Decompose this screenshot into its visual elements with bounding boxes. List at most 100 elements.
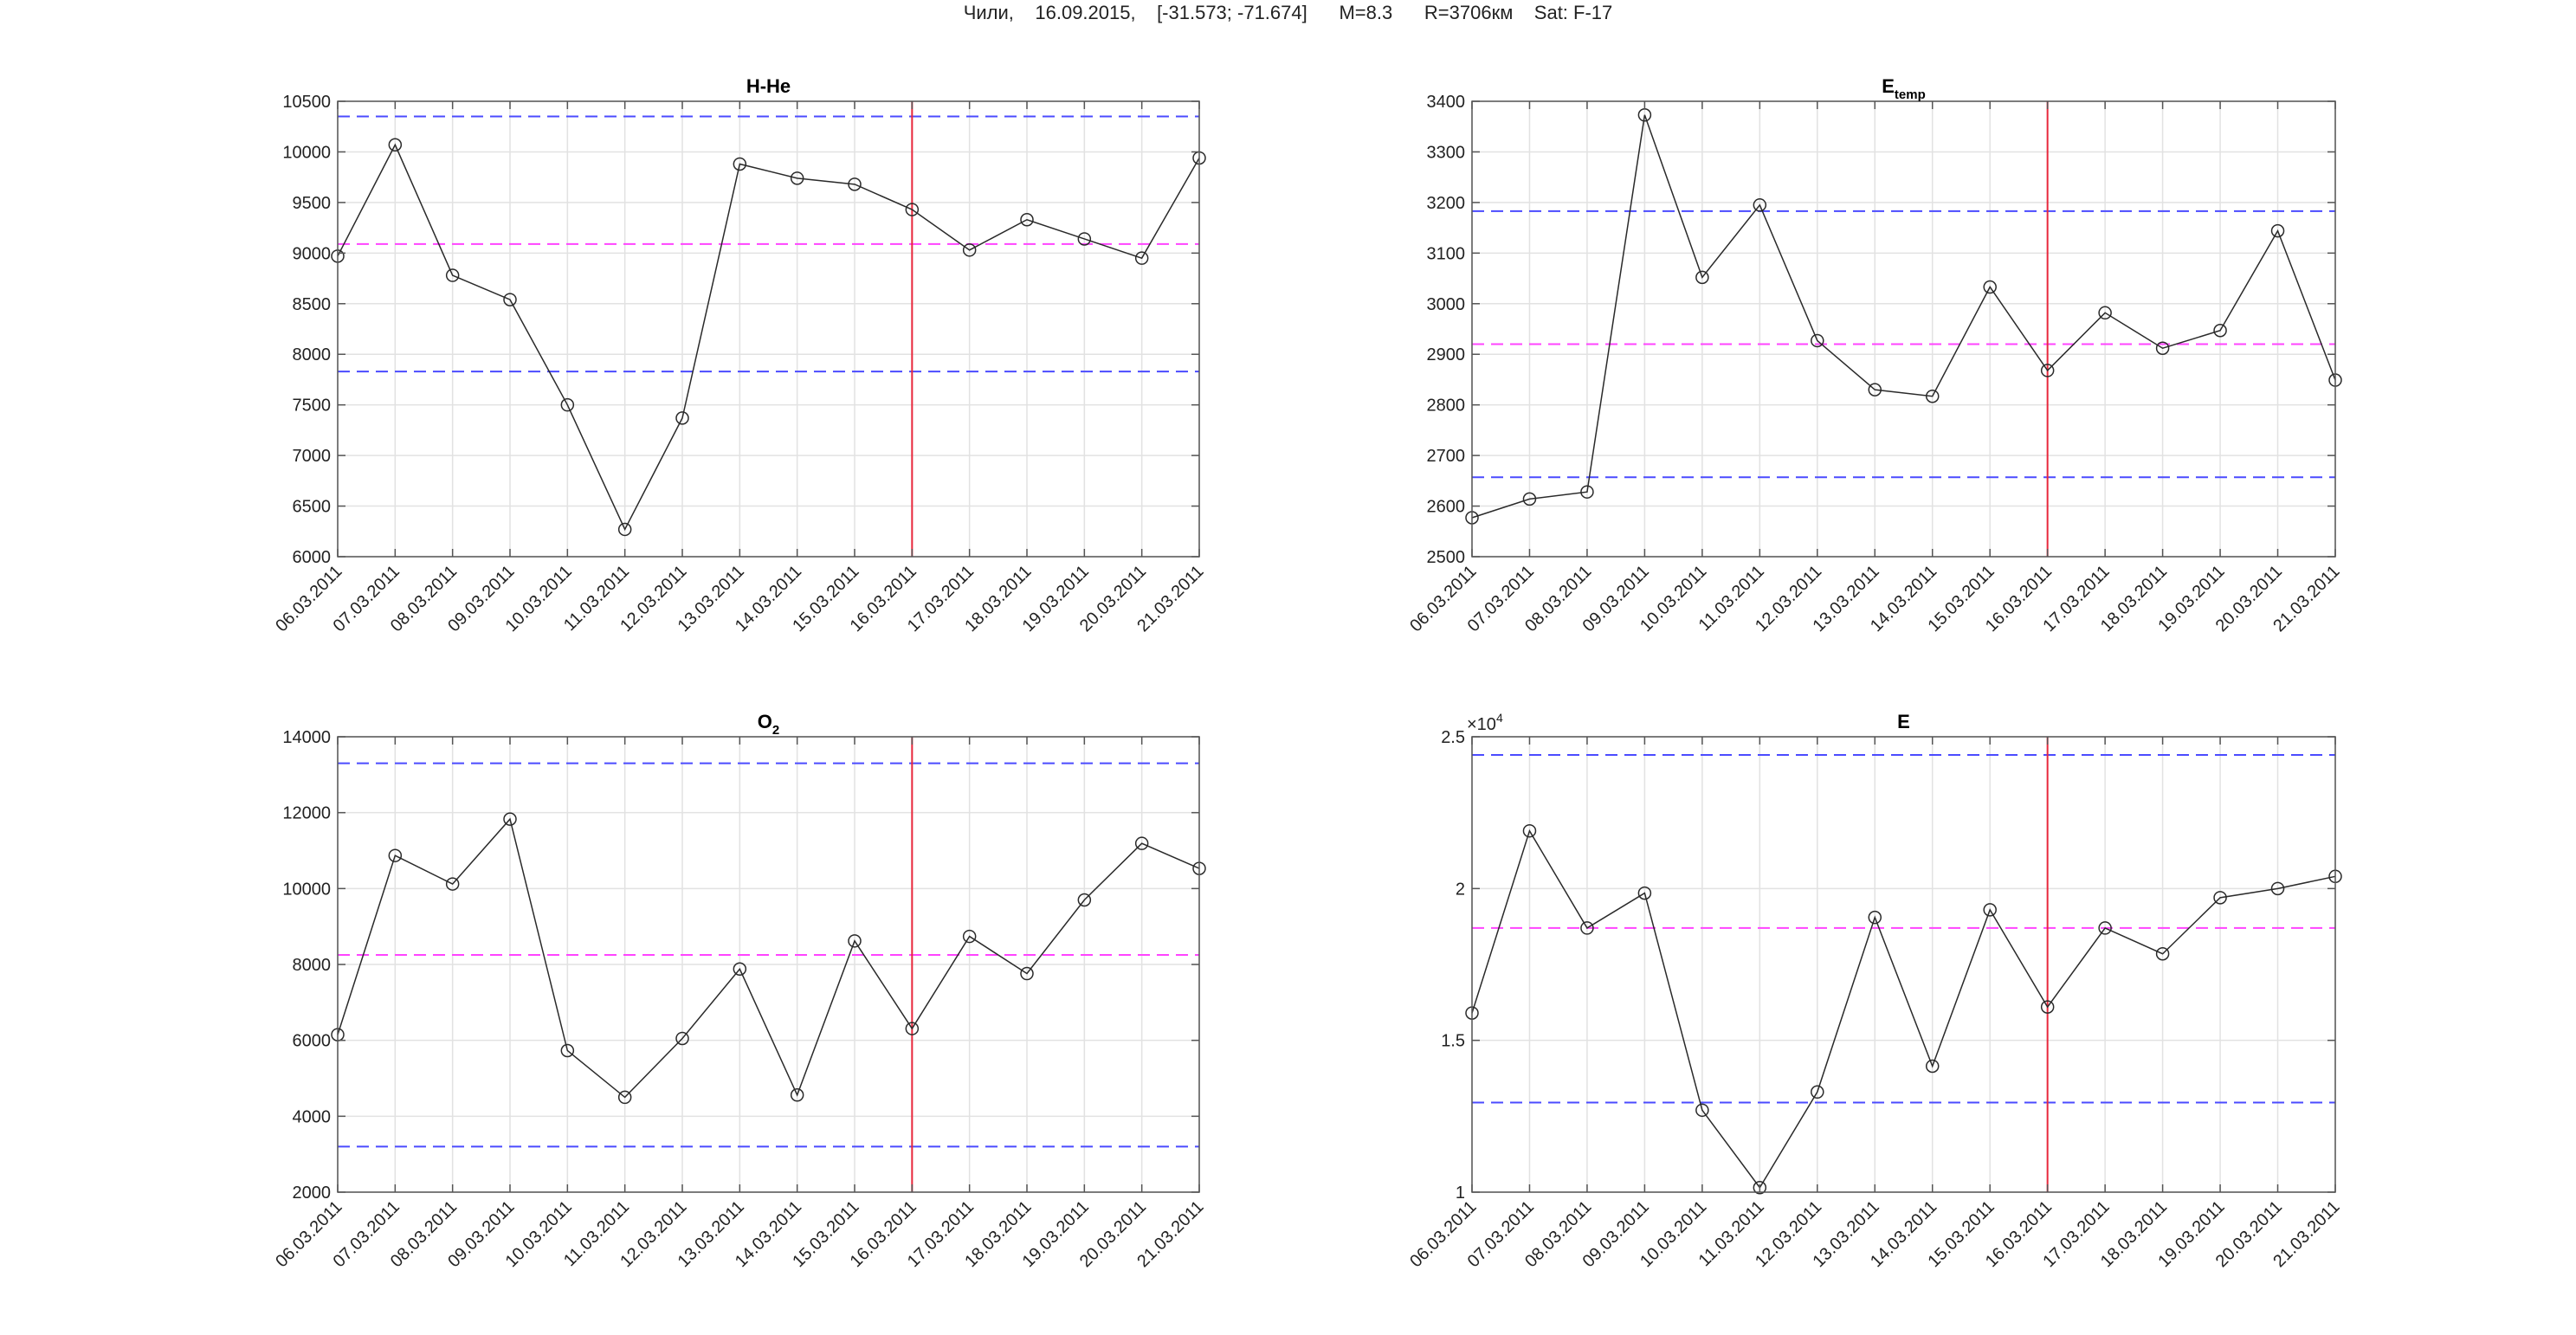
suptitle-satellite: Sat: F-17 (1533, 2, 1613, 23)
y-exponent-power: 4 (1496, 711, 1503, 725)
data-point (2213, 324, 2227, 338)
data-point (2040, 1000, 2055, 1014)
data-point (1811, 1085, 1824, 1100)
y-tick-label: 3300 (1427, 143, 1466, 162)
y-tick-label: 1 (1456, 1183, 1465, 1203)
data-point (962, 243, 977, 257)
y-tick-label: 2 (1456, 880, 1465, 899)
data-point (733, 157, 747, 171)
data-point (1077, 232, 1092, 246)
suptitle-radius: R=3706км (1424, 2, 1514, 23)
data-point (2155, 341, 2170, 355)
data-point (445, 268, 460, 282)
axis-box (1471, 736, 2336, 1193)
data-point (1753, 1180, 1767, 1195)
y-tick-label: 2500 (1427, 548, 1466, 567)
y-tick-label: 2900 (1427, 345, 1466, 364)
data-point (848, 934, 862, 948)
chart-title: H-He (746, 75, 791, 97)
chart-3: 200040006000800010000120001400006.03.201… (272, 711, 1207, 1271)
data-point (1580, 485, 1594, 499)
y-tick-label: 3100 (1427, 244, 1466, 263)
y-tick-label: 8500 (293, 295, 332, 314)
chart-title-subscript: 2 (772, 723, 779, 738)
data-point (1868, 910, 1882, 925)
data-point (1134, 836, 1149, 850)
y-tick-label: 3000 (1427, 295, 1466, 314)
axis-box (1471, 100, 2336, 558)
y-tick-label: 7000 (293, 447, 332, 466)
suptitle-magnitude: M=8.3 (1339, 2, 1393, 23)
y-tick-label: 12000 (282, 804, 331, 823)
data-point (1983, 280, 1997, 294)
data-point (1020, 966, 1034, 981)
y-tick-label: 3400 (1427, 93, 1466, 112)
chart-title: E (1897, 711, 1910, 732)
data-point (1925, 389, 1940, 403)
data-point (733, 962, 747, 977)
y-tick-label: 2.5 (1441, 728, 1465, 747)
data-point (2155, 946, 2170, 961)
data-point (1695, 270, 1709, 285)
y-tick-label: 6500 (293, 498, 332, 517)
data-point (790, 1088, 804, 1102)
chart-1: 6000 6500 7000 7500 8000 8500 9000 9500 10000 105… (272, 75, 1207, 635)
series-line (1471, 829, 2336, 1190)
data-point (1811, 333, 1824, 348)
data-point (905, 1022, 920, 1035)
data-point (1020, 213, 1034, 227)
y-tick-label: 2800 (1427, 397, 1466, 416)
data-point (1868, 383, 1882, 397)
data-point (560, 1043, 575, 1058)
y-tick-label: 14000 (282, 728, 331, 747)
data-point (2098, 921, 2112, 935)
suptitle-coords: [-31.573; -71.674] (1157, 2, 1307, 23)
data-point (2098, 306, 2112, 320)
y-tick-label: 3200 (1427, 194, 1466, 213)
y-tick-label: 4000 (293, 1107, 332, 1126)
y-tick-label: 2600 (1427, 498, 1466, 517)
chart-title: O2 (758, 711, 779, 738)
chart-2: 2500 2600 2700 2800 2900 3000 3100 3200 3300 3400… (1406, 75, 2343, 635)
data-point (962, 929, 977, 944)
data-point (675, 411, 689, 425)
data-point (388, 138, 403, 152)
axis-box (337, 100, 1200, 558)
data-point (1983, 903, 1997, 917)
data-point (1637, 886, 1652, 900)
data-point (1580, 921, 1594, 935)
figure-suptitle: Чили, 16.09.2015, [-31.573; -71.674] M=8… (0, 0, 2576, 26)
chart-title-subscript: temp (1895, 87, 1926, 102)
y-tick-label: 7500 (293, 397, 332, 416)
y-tick-label: 1.5 (1441, 1032, 1465, 1051)
series-line (337, 143, 1200, 532)
data-point (445, 877, 460, 891)
data-point (790, 171, 804, 185)
y-tick-label: 10000 (282, 143, 331, 162)
y-tick-label: 2000 (293, 1183, 332, 1203)
data-point (675, 1031, 689, 1046)
y-tick-label: 6000 (293, 1032, 332, 1051)
suptitle-location: Чили, (963, 2, 1014, 23)
data-point (1753, 198, 1767, 212)
series-line (337, 817, 1200, 1099)
data-point (2040, 364, 2055, 377)
data-point (1134, 251, 1149, 265)
y-tick-label: 10000 (282, 880, 331, 899)
data-point (503, 293, 517, 306)
data-point (617, 1090, 632, 1105)
data-point (848, 177, 862, 191)
data-point (2270, 881, 2285, 896)
data-point (617, 522, 632, 537)
data-point (2213, 891, 2227, 905)
data-point (1925, 1059, 1940, 1074)
y-tick-label: 8000 (293, 345, 332, 364)
data-point (388, 848, 403, 862)
y-tick-label: 8000 (293, 956, 332, 975)
data-point (1077, 893, 1092, 907)
data-point (503, 812, 517, 826)
y-exponent-label: ×104 (1467, 711, 1503, 734)
data-point (1522, 492, 1537, 506)
y-tick-label: 2700 (1427, 447, 1466, 466)
